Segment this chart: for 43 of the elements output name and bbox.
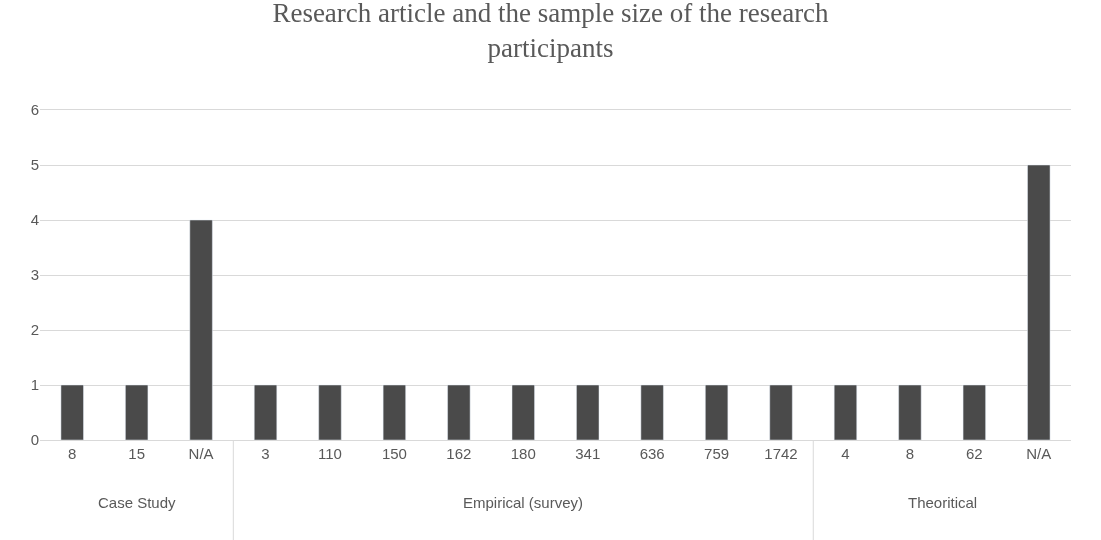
bar — [705, 384, 729, 440]
x-tick-label: 8 — [905, 445, 915, 462]
x-tick-label: 150 — [381, 445, 407, 462]
x-tick-label: 180 — [510, 445, 536, 462]
x-tick-label: 3 — [261, 445, 270, 462]
y-tick-label: 5 — [30, 156, 39, 174]
y-tick-label: 6 — [30, 101, 39, 119]
x-tick-label: 162 — [446, 445, 472, 462]
text: Case Study — [98, 494, 177, 511]
bar — [833, 384, 857, 440]
bar — [640, 384, 664, 440]
x-tick-label: 110 — [318, 445, 342, 462]
bar — [382, 384, 406, 440]
bar — [189, 219, 213, 440]
bar — [447, 384, 471, 440]
x-tick-label: 636 — [639, 445, 665, 462]
y-tick-label: 1 — [30, 376, 39, 394]
x-tick-label: 15 — [128, 445, 145, 462]
text: Theoritical — [908, 494, 978, 511]
bar — [898, 384, 922, 440]
bar — [1027, 164, 1051, 440]
x-tick-label: 341 — [575, 445, 601, 462]
x-tick-label: 8 — [68, 445, 77, 462]
y-tick-label: 3 — [30, 266, 39, 284]
bar — [769, 384, 793, 440]
y-tick-label: 4 — [30, 211, 39, 229]
x-tick-label: N/A — [1026, 445, 1052, 462]
x-tick-label: N/A — [188, 445, 214, 462]
bar — [576, 384, 600, 440]
y-tick-label: 0 — [30, 431, 39, 449]
chart-title: Research article and the sample size of the research participants — [272, 0, 830, 63]
bar — [125, 384, 149, 440]
bar — [511, 384, 535, 440]
x-tick-label: 4 — [841, 445, 850, 462]
bar — [318, 384, 342, 440]
x-tick-label: 759 — [704, 445, 730, 462]
y-tick-label: 2 — [30, 321, 39, 339]
x-tick-label: 1742 — [764, 445, 798, 462]
bar — [60, 384, 84, 440]
text: Empirical (survey) — [463, 494, 584, 511]
bar — [962, 384, 986, 440]
x-tick-label: 62 — [966, 445, 983, 462]
bar — [254, 384, 278, 440]
